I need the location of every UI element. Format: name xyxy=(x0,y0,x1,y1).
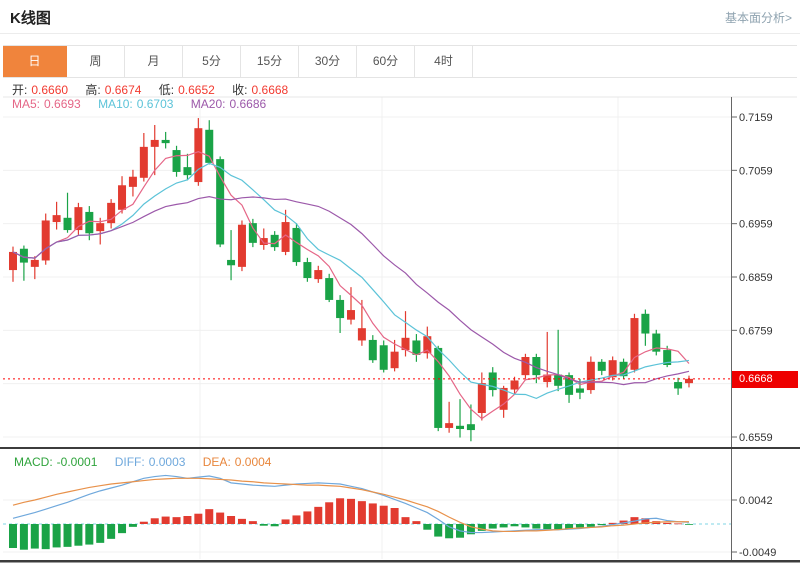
ma5-label: MA5: xyxy=(12,97,41,111)
svg-text:0.6759: 0.6759 xyxy=(739,325,773,337)
y-axis-labels: 0.71590.70590.69590.68590.67590.66590.65… xyxy=(731,112,776,559)
high-value: 0.6674 xyxy=(104,83,142,97)
svg-text:0.7059: 0.7059 xyxy=(739,165,773,177)
svg-text:0.6559: 0.6559 xyxy=(739,432,773,444)
ma-lines xyxy=(12,151,690,420)
open-label: 开: xyxy=(12,83,28,97)
tab-60min[interactable]: 60分 xyxy=(357,46,415,77)
interval-tabbar: 日 周 月 5分 15分 30分 60分 4时 xyxy=(3,45,797,78)
axis xyxy=(0,96,800,563)
ma10-label: MA10: xyxy=(98,97,133,111)
tab-30min[interactable]: 30分 xyxy=(299,46,357,77)
close-label: 收: xyxy=(232,83,248,97)
tab-week[interactable]: 周 xyxy=(67,46,125,77)
macd-readout: MACD: -0.0001 DIFF: 0.0003 DEA: 0.0004 xyxy=(14,455,275,469)
diff-value: 0.0003 xyxy=(148,455,186,469)
tab-month[interactable]: 月 xyxy=(125,46,183,77)
current-price-badge: 0.6668 xyxy=(732,371,798,388)
gridlines xyxy=(3,97,731,559)
tab-4hour[interactable]: 4时 xyxy=(415,46,473,77)
svg-text:-0.0049: -0.0049 xyxy=(739,547,776,559)
ma20-label: MA20: xyxy=(190,97,226,111)
ma5-value: 0.6693 xyxy=(44,97,81,111)
ma-readout: MA5: 0.6693 MA10: 0.6703 MA20: 0.6686 xyxy=(12,97,270,111)
tab-day[interactable]: 日 xyxy=(3,46,67,77)
svg-text:0.6859: 0.6859 xyxy=(739,272,773,284)
dea-value: 0.0004 xyxy=(234,455,272,469)
macd-lines xyxy=(12,474,690,534)
ma10-value: 0.6703 xyxy=(136,97,174,111)
high-label: 高: xyxy=(85,83,101,97)
low-label: 低: xyxy=(158,83,175,97)
header: K线图 基本面分析> xyxy=(0,0,800,34)
dea-label: DEA: xyxy=(202,455,231,469)
ohlc-readout: 开: 0.6660 高: 0.6674 低: 0.6652 收: 0.6668 xyxy=(12,81,292,98)
diff-label: DIFF: xyxy=(114,455,145,469)
open-value: 0.6660 xyxy=(31,83,69,97)
macd-histogram xyxy=(9,498,693,550)
tab-5min[interactable]: 5分 xyxy=(183,46,241,77)
close-value: 0.6668 xyxy=(251,83,289,97)
svg-text:0.7159: 0.7159 xyxy=(739,112,773,124)
macd-label: MACD: xyxy=(14,455,53,469)
svg-text:0.0042: 0.0042 xyxy=(739,495,773,507)
fundamental-analysis-link[interactable]: 基本面分析> xyxy=(724,11,792,25)
svg-text:0.6959: 0.6959 xyxy=(739,219,773,231)
page-title: K线图 xyxy=(10,10,51,27)
ma20-value: 0.6686 xyxy=(229,97,267,111)
tab-15min[interactable]: 15分 xyxy=(241,46,299,77)
low-value: 0.6652 xyxy=(178,83,215,97)
macd-value: -0.0001 xyxy=(56,455,98,469)
candles xyxy=(9,118,693,442)
